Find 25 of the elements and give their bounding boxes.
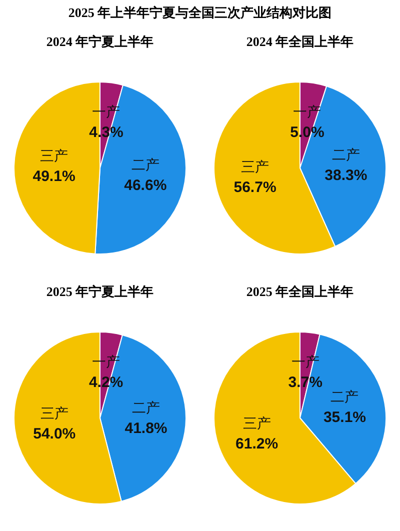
slice-label: 三产 xyxy=(242,416,271,432)
data-label: 56.7% xyxy=(234,179,276,196)
slice-label: 三产 xyxy=(40,148,68,165)
data-label: 3.7% xyxy=(288,374,322,391)
data-label: 46.6% xyxy=(124,176,167,194)
slice-label: 二产 xyxy=(330,389,359,406)
slice-label: 二产 xyxy=(332,148,360,164)
data-label: 41.8% xyxy=(124,420,168,437)
data-label: 4.3% xyxy=(89,124,124,141)
slice-label: 三产 xyxy=(241,160,270,176)
data-label: 35.1% xyxy=(323,408,366,426)
chart-title: 2025 年上半年宁夏与全国三次产业结构对比图 xyxy=(67,4,333,22)
data-label: 54.0% xyxy=(33,425,76,442)
slice-label: 二产 xyxy=(132,400,160,416)
data-label: 49.1% xyxy=(32,168,76,186)
chart-subtitle: 2024 年宁夏上半年 xyxy=(46,34,154,49)
data-label: 61.2% xyxy=(236,435,278,452)
slice-label: 二产 xyxy=(131,157,160,174)
data-label: 38.3% xyxy=(324,167,368,184)
chart-subtitle: 2024 年全国上半年 xyxy=(246,34,354,49)
chart-subtitle: 2025 年全国上半年 xyxy=(246,284,354,299)
slice-label: 三产 xyxy=(40,406,68,422)
chart-subtitle: 2025 年宁夏上半年 xyxy=(46,284,154,299)
data-label: 5.0% xyxy=(290,124,324,142)
data-label: 4.2% xyxy=(88,374,124,391)
